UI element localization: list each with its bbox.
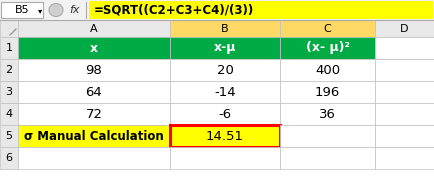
Bar (375, 81, 434, 103)
Bar (170, 81, 280, 103)
Bar (375, 37, 434, 59)
Text: D: D (400, 23, 409, 33)
Text: 36: 36 (319, 108, 336, 121)
Text: fx: fx (69, 5, 79, 15)
Bar (0, 20, 18, 37)
Ellipse shape (49, 4, 63, 16)
Bar (375, 103, 434, 125)
Bar (18, 103, 170, 125)
Text: 98: 98 (85, 64, 102, 77)
Bar (170, 125, 280, 147)
Bar (0, 0, 434, 20)
Text: 196: 196 (315, 85, 340, 98)
Text: 14.51: 14.51 (206, 129, 244, 143)
Text: 5: 5 (6, 131, 13, 141)
Text: 72: 72 (85, 108, 102, 121)
Bar (18, 81, 170, 103)
Bar (280, 103, 375, 125)
Text: 400: 400 (315, 64, 340, 77)
Text: C: C (324, 23, 332, 33)
Bar (280, 125, 375, 147)
Text: 64: 64 (85, 85, 102, 98)
Bar (170, 125, 280, 147)
Bar (280, 147, 375, 169)
Bar (0, 81, 18, 103)
Text: 20: 20 (217, 64, 233, 77)
Bar (0, 59, 18, 81)
Bar (280, 20, 375, 37)
Bar (280, 81, 375, 103)
Text: A: A (90, 23, 98, 33)
Bar (375, 59, 434, 81)
Text: 2: 2 (6, 65, 13, 75)
Bar (0, 103, 18, 125)
Bar (0, 125, 18, 147)
Text: =SQRT((C2+C3+C4)/(3)): =SQRT((C2+C3+C4)/(3)) (94, 4, 254, 16)
Bar (0, 147, 18, 169)
Bar (375, 125, 434, 147)
Text: 1: 1 (6, 43, 13, 53)
Bar (18, 20, 170, 37)
Text: 3: 3 (6, 87, 13, 97)
Bar (18, 37, 170, 59)
Bar (375, 20, 434, 37)
Bar (280, 37, 375, 59)
Bar (170, 20, 280, 37)
Bar (18, 147, 170, 169)
Bar (18, 125, 170, 147)
Bar (18, 59, 170, 81)
Bar (170, 103, 280, 125)
Text: (x- μ)²: (x- μ)² (306, 42, 349, 54)
Text: σ Manual Calculation: σ Manual Calculation (24, 129, 164, 143)
Bar (375, 147, 434, 169)
Text: ▾: ▾ (38, 6, 42, 15)
Text: 4: 4 (6, 109, 13, 119)
Bar (170, 147, 280, 169)
Text: 6: 6 (6, 153, 13, 163)
Text: -14: -14 (214, 85, 236, 98)
Bar (0, 37, 18, 59)
Bar (1, 2, 43, 18)
Bar (170, 59, 280, 81)
Text: x-μ: x-μ (214, 42, 236, 54)
Text: -6: -6 (218, 108, 232, 121)
Text: B5: B5 (15, 5, 30, 15)
Bar (170, 37, 280, 59)
Text: B: B (221, 23, 229, 33)
Text: x: x (90, 42, 98, 54)
Bar (89, 1, 433, 19)
Bar (280, 59, 375, 81)
